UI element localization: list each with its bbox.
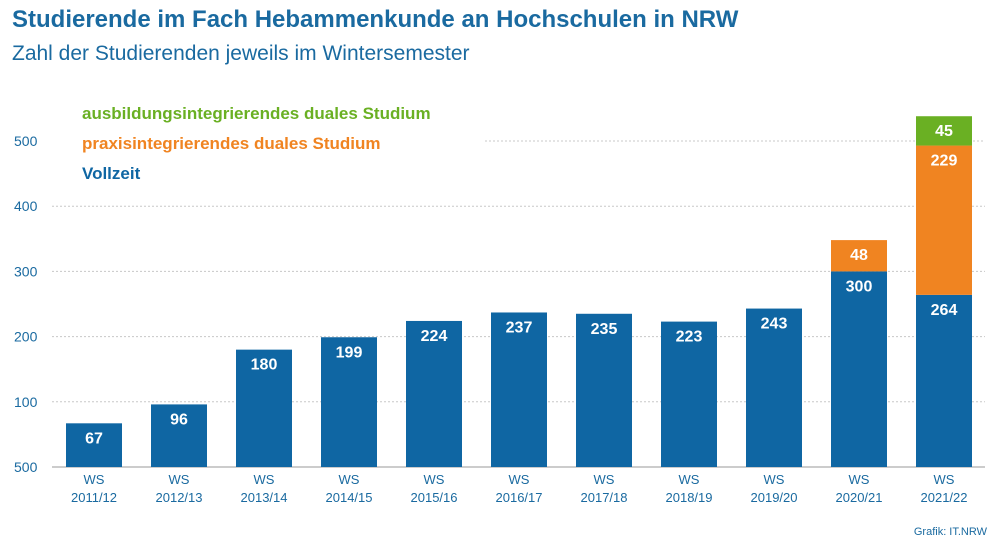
x-tick-label: WS [169,472,190,487]
data-label: 45 [935,123,953,140]
x-tick-label: 2013/14 [241,490,288,505]
x-tick-label: 2011/12 [71,490,117,505]
x-tick-label: 2018/19 [666,490,713,505]
y-tick-label: 300 [14,263,38,279]
x-tick-label: 2016/17 [496,490,543,505]
data-label: 67 [85,430,103,447]
y-tick-label: 200 [14,329,38,345]
bar-segment [746,308,802,467]
bars: 67 96 180 199 224 237 235 223 243 300 48 264 229 45 [66,116,972,467]
bar-segment [576,313,632,467]
bar-segment [831,240,887,272]
chart-title: Studierende im Fach Hebammenkunde an Hoc… [12,6,739,33]
legend-entry: Vollzeit [82,164,141,183]
x-tick-label: WS [679,472,700,487]
bar-segment [916,145,972,295]
y-tick-label: 500 [14,459,38,475]
y-tick-label: 500 [14,133,38,149]
data-label: 264 [931,302,958,319]
data-label: 235 [591,321,618,338]
credit-text: Grafik: IT.NRW [913,526,987,538]
y-tick-label: 400 [14,198,38,214]
x-tick-label: 2019/20 [751,490,798,505]
bar-segment [151,404,207,467]
data-label: 180 [251,357,278,374]
data-label: 223 [676,329,703,346]
data-label: 237 [506,319,533,336]
data-label: 96 [170,411,188,428]
chart-subtitle: Zahl der Studierenden jeweils im Winters… [12,42,470,65]
x-tick-label: 2014/15 [326,490,373,505]
x-tick-label: 2021/22 [921,490,968,505]
x-tick-label: WS [509,472,530,487]
x-tick-label: 2020/21 [836,490,883,505]
y-axis: 500 100 200 300 400 500 [14,133,985,475]
x-tick-label: 2012/13 [156,490,203,505]
data-label: 224 [421,328,448,345]
x-tick-label: WS [594,472,615,487]
x-tick-label: WS [849,472,870,487]
bar-segment [831,271,887,467]
bar-segment [321,337,377,467]
x-tick-label: 2017/18 [581,490,628,505]
x-axis: WS 2011/12 WS 2012/13 WS 2013/14 WS 2014/15 WS 20… [71,472,968,505]
legend: ausbildungsintegrierendes duales Studium… [82,104,431,183]
bar-segment [916,116,972,146]
bar-segment [406,320,462,467]
x-tick-label: WS [764,472,785,487]
data-label: 229 [931,153,958,170]
bar-segment [66,423,122,467]
x-tick-label: WS [339,472,360,487]
y-tick-label: 100 [14,394,38,410]
data-label: 199 [336,344,363,361]
x-tick-label: 2015/16 [411,490,458,505]
legend-entry: ausbildungsintegrierendes duales Studium [82,104,431,123]
x-tick-label: WS [84,472,105,487]
bar-segment [491,312,547,467]
x-tick-label: WS [424,472,445,487]
x-tick-label: WS [254,472,275,487]
legend-entry: praxisintegrierendes duales Studium [82,134,381,153]
bar-segment [661,321,717,467]
bar-segment [236,349,292,467]
data-label: 48 [850,247,868,264]
bar-segment [916,294,972,467]
gridlines [52,140,985,403]
data-label: 300 [846,278,873,295]
x-tick-label: WS [934,472,955,487]
data-label: 243 [761,316,788,333]
